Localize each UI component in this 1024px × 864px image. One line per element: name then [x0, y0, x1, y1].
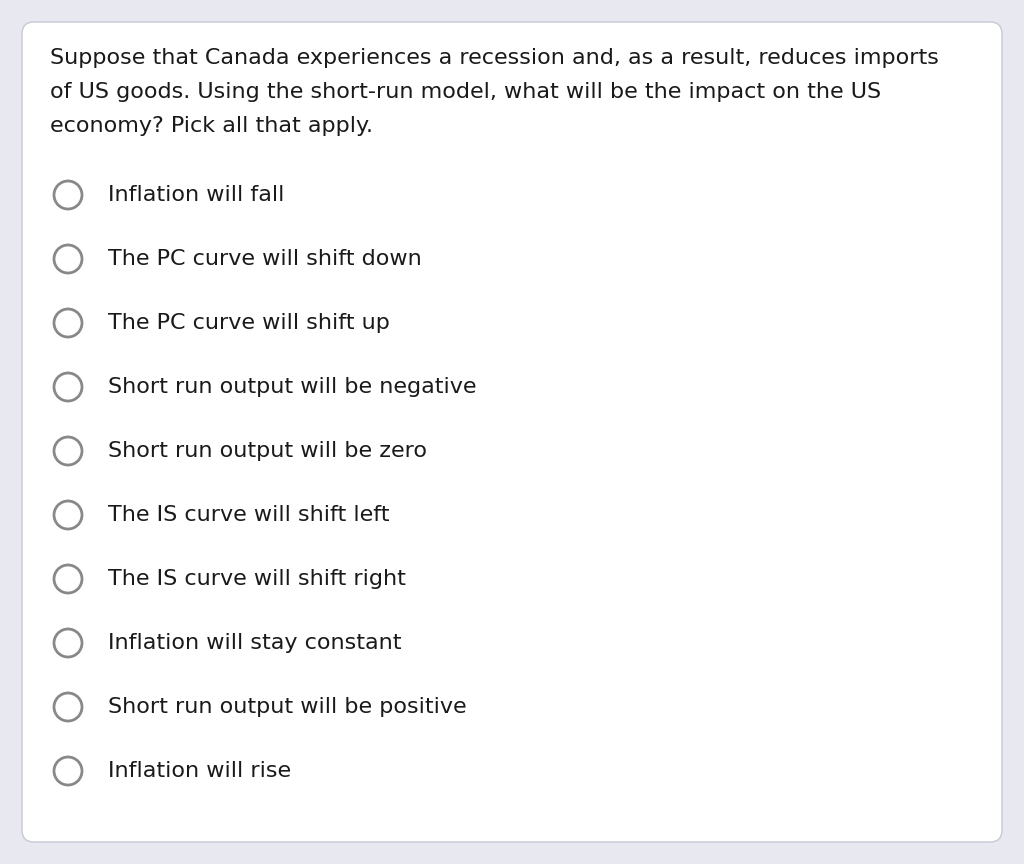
FancyBboxPatch shape: [22, 22, 1002, 842]
Text: Short run output will be zero: Short run output will be zero: [108, 441, 427, 461]
Circle shape: [54, 693, 82, 721]
Circle shape: [54, 437, 82, 465]
Text: Inflation will rise: Inflation will rise: [108, 761, 291, 781]
Text: of US goods. Using the short-run model, what will be the impact on the US: of US goods. Using the short-run model, …: [50, 82, 881, 102]
Circle shape: [54, 565, 82, 593]
Circle shape: [54, 181, 82, 209]
Circle shape: [54, 245, 82, 273]
Circle shape: [54, 373, 82, 401]
Text: The PC curve will shift up: The PC curve will shift up: [108, 313, 390, 333]
Text: Short run output will be positive: Short run output will be positive: [108, 697, 467, 717]
Text: The IS curve will shift right: The IS curve will shift right: [108, 569, 406, 589]
Circle shape: [54, 501, 82, 529]
Text: The IS curve will shift left: The IS curve will shift left: [108, 505, 389, 525]
Text: Suppose that Canada experiences a recession and, as a result, reduces imports: Suppose that Canada experiences a recess…: [50, 48, 939, 68]
Circle shape: [54, 309, 82, 337]
Text: Inflation will stay constant: Inflation will stay constant: [108, 633, 401, 653]
Text: The PC curve will shift down: The PC curve will shift down: [108, 249, 422, 269]
Circle shape: [54, 757, 82, 785]
Text: Inflation will fall: Inflation will fall: [108, 185, 285, 205]
Circle shape: [54, 629, 82, 657]
Text: Short run output will be negative: Short run output will be negative: [108, 377, 476, 397]
Text: economy? Pick all that apply.: economy? Pick all that apply.: [50, 116, 373, 136]
